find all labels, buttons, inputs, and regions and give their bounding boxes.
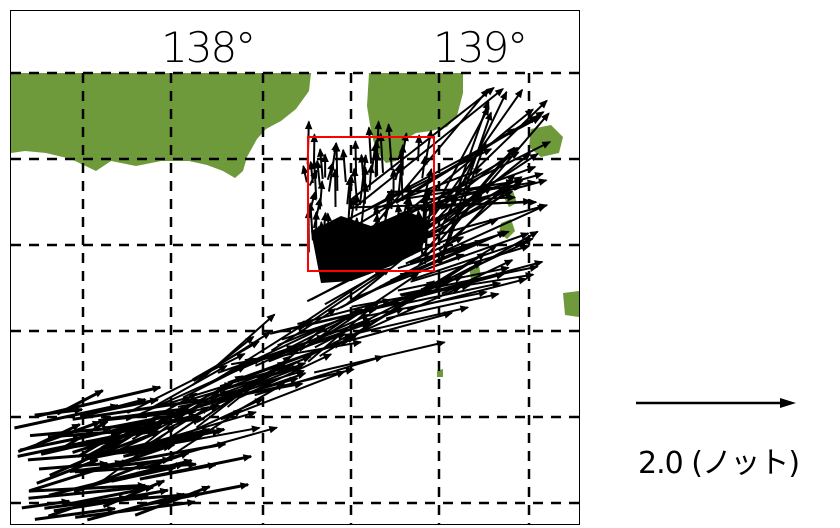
island-7 bbox=[61, 131, 71, 139]
highlight-box bbox=[307, 136, 435, 272]
current-vector-map: 138° 139° bbox=[10, 10, 580, 525]
current-vectors bbox=[14, 86, 552, 522]
longitude-label-138: 138° bbox=[161, 23, 256, 72]
island-5 bbox=[563, 291, 579, 317]
longitude-label-139: 139° bbox=[433, 23, 528, 72]
land-northwest bbox=[11, 73, 311, 178]
legend-scale-label: 2.0 (ノット) bbox=[638, 446, 800, 481]
legend-scale-arrow bbox=[636, 398, 796, 408]
map-canvas bbox=[11, 71, 579, 524]
